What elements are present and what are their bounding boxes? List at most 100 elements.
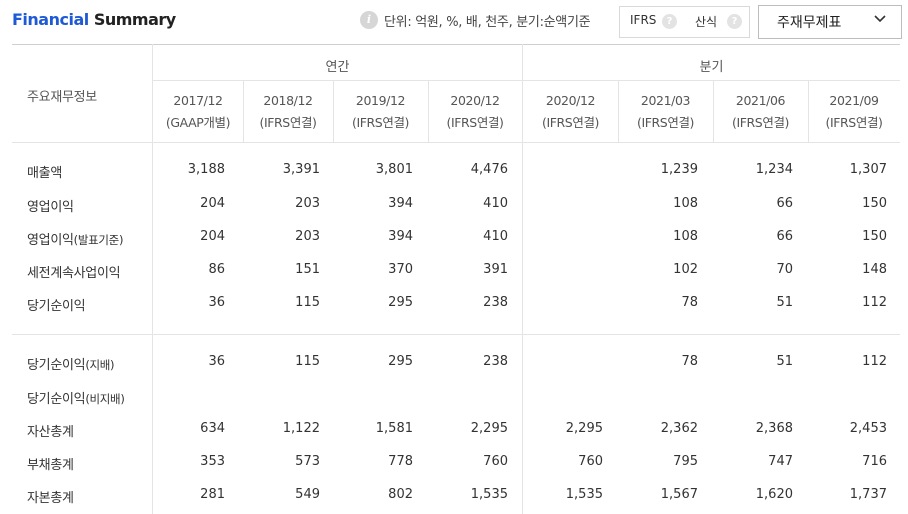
column-divider (713, 80, 714, 142)
table-cell: 238 (483, 354, 508, 369)
header-bottom-border (12, 142, 900, 143)
table-cell: 203 (295, 229, 320, 244)
unit-text: 단위: 억원, %, 배, 천주, 분기:순액기준 (384, 15, 591, 30)
column-header: 2021/03 (IFRS연결) (618, 90, 713, 134)
table-cell: 150 (862, 229, 887, 244)
row-label-main: 당기순이익 (27, 358, 86, 373)
ifrs-help-icon[interactable]: ? (662, 14, 677, 29)
table-cell: 86 (208, 262, 225, 277)
ifrs-label: IFRS (630, 13, 657, 27)
table-cell: 802 (388, 487, 413, 502)
info-icon[interactable]: i (360, 11, 378, 29)
table-cell: 410 (483, 229, 508, 244)
formula-help-icon[interactable]: ? (727, 14, 742, 29)
row-label-main: 세전계속사업이익 (27, 266, 121, 281)
table-cell: 760 (483, 454, 508, 469)
table-cell: 1,122 (282, 421, 320, 436)
table-cell: 3,188 (187, 162, 225, 177)
column-date: 2020/12 (545, 93, 596, 108)
table-cell: 203 (295, 196, 320, 211)
table-cell: 78 (681, 295, 698, 310)
table-cell: 281 (200, 487, 225, 502)
table-cell: 2,362 (660, 421, 698, 436)
table-cell: 1,581 (375, 421, 413, 436)
table-cell: 1,535 (565, 487, 603, 502)
group-underline (152, 80, 900, 81)
title-prefix: Financial (12, 10, 89, 29)
table-cell: 295 (388, 354, 413, 369)
row-label: 부채총계 (27, 454, 74, 473)
table-cell: 1,535 (470, 487, 508, 502)
table-cell: 108 (673, 229, 698, 244)
table-cell: 573 (295, 454, 320, 469)
table-cell: 51 (776, 295, 793, 310)
corner-label: 주요재무정보 (27, 90, 97, 105)
row-label-main: 매출액 (27, 166, 62, 181)
table-cell: 2,295 (565, 421, 603, 436)
table-cell: 1,234 (755, 162, 793, 177)
table-cell: 778 (388, 454, 413, 469)
table-cell: 66 (776, 229, 793, 244)
table-cell: 634 (200, 421, 225, 436)
group-quarter-header: 분기 (699, 60, 724, 75)
table-cell: 1,567 (660, 487, 698, 502)
column-date: 2017/12 (173, 93, 223, 108)
row-label: 당기순이익(지배) (27, 354, 115, 373)
table-cell: 2,453 (849, 421, 887, 436)
column-divider (618, 80, 619, 142)
column-basis: (GAAP개별) (165, 115, 231, 130)
table-cell: 353 (200, 454, 225, 469)
formula-toggle-button[interactable]: 산식 ? (685, 6, 750, 38)
ifrs-toggle-button[interactable]: IFRS ? (619, 6, 687, 38)
row-label: 영업이익 (27, 196, 74, 215)
table-cell: 66 (776, 196, 793, 211)
table-cell: 391 (483, 262, 508, 277)
table-cell: 1,737 (849, 487, 887, 502)
row-group-divider (12, 334, 900, 335)
row-label-main: 자본총계 (27, 491, 74, 506)
table-cell: 370 (388, 262, 413, 277)
column-header: 2020/12 (IFRS연결) (428, 90, 522, 134)
column-divider (808, 80, 809, 142)
table-cell: 148 (862, 262, 887, 277)
column-basis: (IFRS연결) (446, 115, 504, 130)
column-date: 2021/09 (829, 93, 879, 108)
column-divider (333, 80, 334, 142)
column-header: 2021/06 (IFRS연결) (713, 90, 808, 134)
table-cell: 115 (295, 354, 320, 369)
table-cell: 70 (776, 262, 793, 277)
row-label-main: 당기순이익 (27, 392, 86, 407)
column-basis: (IFRS연결) (825, 115, 883, 130)
table-cell: 151 (295, 262, 320, 277)
table-cell: 78 (681, 354, 698, 369)
table-cell: 36 (208, 295, 225, 310)
table-cell: 102 (673, 262, 698, 277)
row-label-main: 영업이익 (27, 200, 74, 215)
statement-type-dropdown[interactable]: 주재무제표 (758, 5, 902, 39)
row-label-sub: (비지배) (85, 392, 125, 406)
table-cell: 238 (483, 295, 508, 310)
table-cell: 1,620 (755, 487, 793, 502)
summary-header: Financial Summary i 단위: 억원, %, 배, 천주, 분기… (0, 0, 908, 44)
table-cell: 295 (388, 295, 413, 310)
table-cell: 394 (388, 229, 413, 244)
chevron-down-icon (874, 15, 886, 23)
column-date: 2018/12 (263, 93, 313, 108)
row-label: 당기순이익(비지배) (27, 388, 125, 407)
table-cell: 108 (673, 196, 698, 211)
row-label-sub: (지배) (85, 358, 115, 372)
group-annual-header: 연간 (325, 60, 350, 75)
column-date: 2021/03 (640, 93, 691, 108)
table-cell: 115 (295, 295, 320, 310)
table-cell: 3,801 (375, 162, 413, 177)
column-basis: (IFRS연결) (541, 115, 600, 130)
table-cell: 2,295 (470, 421, 508, 436)
table-cell: 51 (776, 354, 793, 369)
table-top-border (12, 44, 900, 45)
column-header: 2019/12 (IFRS연결) (333, 90, 428, 134)
column-divider (428, 80, 429, 142)
table-cell: 795 (673, 454, 698, 469)
column-header: 2018/12 (IFRS연결) (243, 90, 333, 134)
group-divider (522, 44, 523, 514)
table-cell: 1,307 (849, 162, 887, 177)
